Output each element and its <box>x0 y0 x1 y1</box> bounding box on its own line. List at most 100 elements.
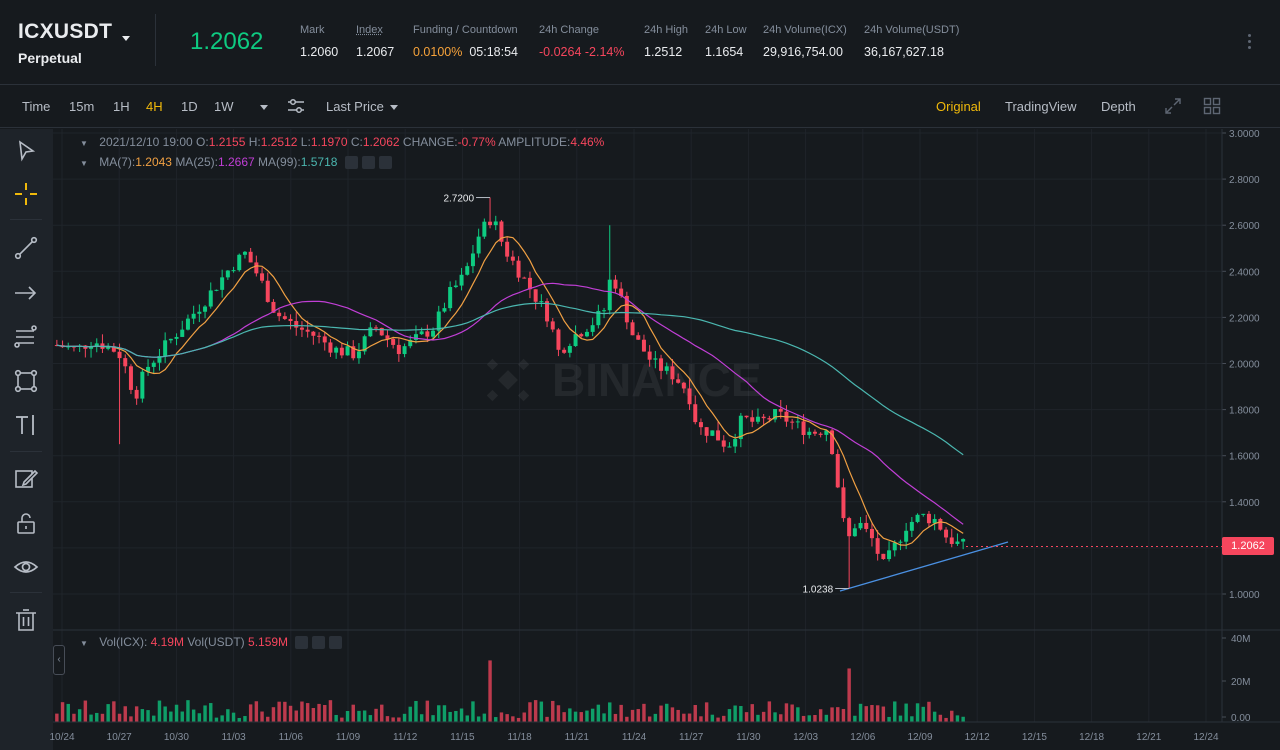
volume-bar <box>77 709 82 722</box>
volume-bar <box>191 709 196 722</box>
caret-down-icon[interactable]: ▼ <box>80 139 88 148</box>
volume-bar <box>454 710 458 722</box>
candle-body <box>396 344 401 355</box>
candle-body <box>852 528 857 537</box>
cursor-icon[interactable] <box>12 137 40 165</box>
volume-bar <box>739 706 743 722</box>
volume-bar <box>152 715 156 722</box>
settings-icon[interactable] <box>312 636 326 650</box>
volume-bar <box>174 704 179 722</box>
interval-time[interactable]: Time <box>22 99 51 114</box>
view-original[interactable]: Original <box>936 99 981 114</box>
indicator-settings-icon[interactable] <box>286 96 306 119</box>
more-options-icon[interactable] <box>1248 34 1252 52</box>
interval-15m[interactable]: 15m <box>69 99 95 114</box>
shape-icon[interactable] <box>12 367 40 395</box>
candle-body <box>596 310 601 326</box>
collapse-toolbar-button[interactable]: ‹ <box>53 645 65 675</box>
candle-body <box>425 331 430 337</box>
volume-bar <box>562 712 566 722</box>
candle-body <box>208 290 213 307</box>
settings-icon[interactable] <box>361 156 375 170</box>
volume-bar <box>716 717 720 722</box>
candle-body <box>733 439 738 447</box>
chevron-down-icon[interactable] <box>389 105 398 111</box>
trendline-icon[interactable] <box>12 234 47 262</box>
candle-body <box>755 416 760 422</box>
candle-body <box>818 433 823 435</box>
fullscreen-icon[interactable] <box>1163 96 1183 119</box>
interval-1w[interactable]: 1W <box>214 99 234 114</box>
crosshair-icon[interactable] <box>12 180 40 208</box>
x-tick-label: 12/06 <box>850 732 875 743</box>
symbol-selector[interactable]: ICXUSDT Perpetual <box>18 20 112 66</box>
arrow-icon[interactable] <box>12 279 47 307</box>
caret-down-icon[interactable]: ▼ <box>80 159 88 168</box>
volume-bar <box>95 712 99 722</box>
x-tick-label: 12/18 <box>1079 732 1104 743</box>
interval-1d[interactable]: 1D <box>181 99 198 114</box>
eye-icon[interactable] <box>12 553 40 581</box>
view-depth[interactable]: Depth <box>1101 99 1136 114</box>
volume-bar <box>733 705 737 722</box>
candle-body <box>465 266 470 275</box>
caret-down-icon[interactable]: ▼ <box>80 639 88 648</box>
stat-24h-low: 24h Low 1.1654 <box>705 24 747 59</box>
stat-24h-volume-icx: 24h Volume(ICX) 29,916,754.00 <box>763 24 847 59</box>
candle-body <box>493 221 498 226</box>
candle-body <box>305 329 310 332</box>
fib-icon[interactable] <box>12 323 40 351</box>
volume-bar <box>471 701 475 722</box>
vol-usdt-label: Vol(USDT) <box>187 635 245 649</box>
symbol-name[interactable]: ICXUSDT <box>18 20 113 43</box>
candle-body <box>231 270 236 272</box>
close-icon[interactable] <box>378 156 392 170</box>
y-tick-label: 2.4000 <box>1229 267 1260 278</box>
candle-body <box>123 358 128 367</box>
candle-body <box>311 331 316 336</box>
candle-body <box>362 336 367 352</box>
volume-bar <box>676 709 680 722</box>
volume-bar <box>380 704 384 722</box>
candle-body <box>322 336 327 343</box>
view-tradingview[interactable]: TradingView <box>1005 99 1077 114</box>
candle-body <box>830 430 835 455</box>
candle-body <box>385 335 390 339</box>
candle-body <box>670 366 675 380</box>
price-type-label[interactable]: Last Price <box>326 99 384 114</box>
visibility-toggle-icon[interactable] <box>295 636 309 650</box>
layout-grid-icon[interactable] <box>1202 96 1222 119</box>
stat-index[interactable]: Index 1.2067 <box>356 24 394 59</box>
chevron-down-icon[interactable] <box>260 105 268 111</box>
stat-label[interactable]: Index <box>356 24 383 36</box>
volume-bar <box>203 705 207 722</box>
text-icon[interactable] <box>12 411 40 439</box>
legend-amplitude: 4.46% <box>570 135 605 149</box>
lock-icon[interactable] <box>12 509 40 537</box>
volume-bar <box>488 660 492 722</box>
legend-l-label: L: <box>300 135 311 149</box>
stat-value: 29,916,754.00 <box>763 45 843 59</box>
volume-bar <box>522 712 526 722</box>
candle-body <box>100 343 105 349</box>
x-tick-label: 12/15 <box>1022 732 1047 743</box>
candle-body <box>408 339 413 347</box>
price-type-dropdown[interactable]: Last Price <box>326 99 398 114</box>
candle-body <box>140 371 145 399</box>
trash-icon[interactable] <box>12 606 40 634</box>
y-tick-label: 1.0000 <box>1229 590 1260 601</box>
volume-bar <box>955 715 960 722</box>
ma25-value: 1.2667 <box>218 155 255 169</box>
chevron-down-icon[interactable] <box>122 36 130 41</box>
ma99-label: MA(99): <box>258 155 301 169</box>
interval-1h[interactable]: 1H <box>113 99 130 114</box>
volume-bar <box>750 704 754 722</box>
ma-legend: ▼ MA(7):1.2043 MA(25):1.2667 MA(99):1.57… <box>80 155 392 170</box>
interval-dropdown[interactable] <box>254 99 268 114</box>
brush-icon[interactable] <box>12 465 40 493</box>
interval-4h[interactable]: 4H <box>146 99 163 114</box>
visibility-toggle-icon[interactable] <box>344 156 358 170</box>
volume-bar <box>596 704 601 722</box>
close-icon[interactable] <box>329 636 343 650</box>
candle-body <box>334 347 339 353</box>
